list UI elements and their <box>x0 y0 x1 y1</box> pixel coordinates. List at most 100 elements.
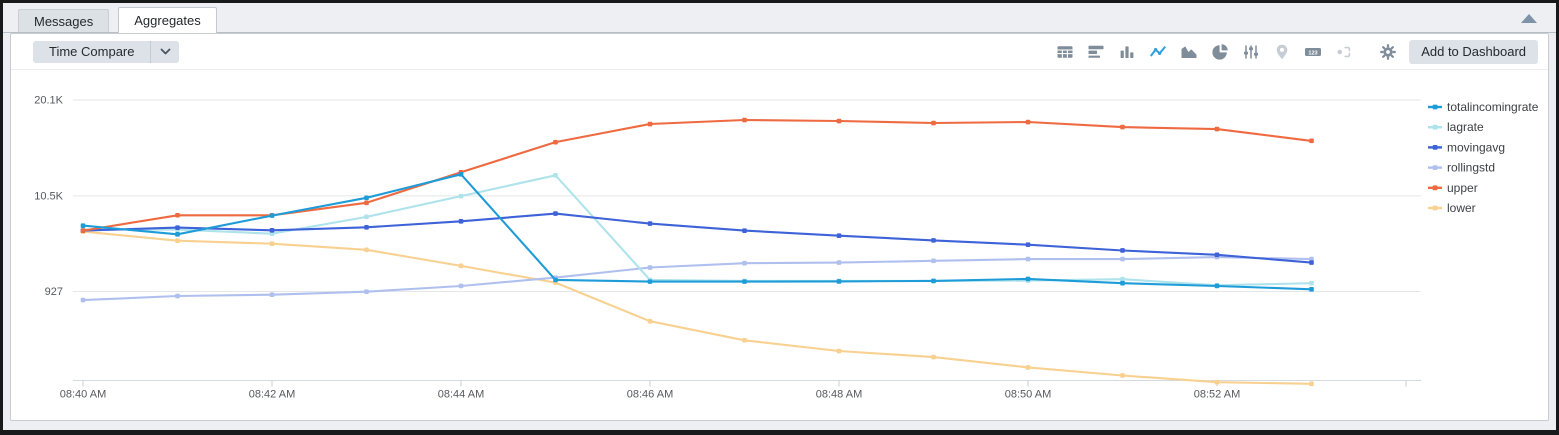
area-chart-icon[interactable] <box>1180 43 1198 61</box>
sliders-icon[interactable] <box>1242 43 1260 61</box>
tab-strip: Messages Aggregates <box>3 3 1556 33</box>
data-point-totalincomingrate <box>836 279 842 284</box>
data-point-lagrate <box>364 214 369 220</box>
series-line-rollingstd <box>82 256 1312 302</box>
data-point-totalincomingrate <box>80 223 86 228</box>
data-point-totalincomingrate <box>364 195 369 201</box>
content-panel: Time Compare <box>10 33 1549 421</box>
legend-item-rollingstd[interactable]: rollingstd <box>1428 161 1495 175</box>
series-line-upper <box>82 118 1312 232</box>
data-point-rollingstd <box>742 260 747 266</box>
data-point-lagrate <box>458 193 464 199</box>
data-point-lagrate <box>1120 276 1125 282</box>
data-point-lagrate <box>1309 280 1314 286</box>
data-point-movingavg <box>647 221 653 226</box>
data-point-upper <box>1214 126 1220 132</box>
line-chart-icon[interactable] <box>1149 43 1167 61</box>
data-point-totalincomingrate <box>175 232 180 237</box>
column-chart-icon[interactable] <box>1118 43 1136 61</box>
data-point-totalincomingrate <box>458 172 464 177</box>
line-chart: 20.1K 10.5K 927 08:40 AM 08:42 AM 08:44 AM 08:… <box>34 95 1539 401</box>
data-point-lower <box>269 241 275 247</box>
data-point-upper <box>742 117 747 123</box>
data-point-lower <box>931 354 936 360</box>
legend-label: totalincomingrate <box>1447 100 1539 114</box>
data-point-rollingstd <box>175 293 180 299</box>
data-point-upper <box>553 139 558 145</box>
data-point-movingavg <box>553 211 558 216</box>
data-point-lower <box>458 263 464 269</box>
data-point-rollingstd <box>1025 256 1031 262</box>
data-point-totalincomingrate <box>1025 276 1031 282</box>
data-point-upper <box>364 200 369 206</box>
gear-icon[interactable] <box>1379 43 1397 61</box>
x-axis-label: 08:48 AM <box>816 389 862 401</box>
collapse-panel-icon[interactable] <box>1521 14 1537 23</box>
data-point-upper <box>1120 124 1125 130</box>
time-compare-dropdown[interactable]: Time Compare <box>33 40 180 63</box>
data-point-upper <box>1025 119 1031 125</box>
number-badge-icon[interactable]: 123 <box>1304 43 1322 61</box>
data-point-upper <box>1309 138 1314 144</box>
tab-aggregates[interactable]: Aggregates <box>118 7 217 33</box>
node-link-icon[interactable] <box>1335 43 1353 61</box>
data-point-upper <box>931 120 936 126</box>
data-point-movingavg <box>1025 242 1031 248</box>
data-point-rollingstd <box>647 265 653 270</box>
legend-swatch-dot <box>1432 205 1438 211</box>
data-point-movingavg <box>458 219 464 224</box>
data-point-lower <box>742 337 747 343</box>
legend-item-lower[interactable]: lower <box>1428 201 1476 215</box>
legend-swatch-dot <box>1432 145 1438 150</box>
x-axis-label: 08:50 AM <box>1005 389 1051 401</box>
data-point-rollingstd <box>931 258 936 264</box>
data-point-movingavg <box>1309 260 1314 265</box>
data-point-totalincomingrate <box>1120 280 1125 286</box>
y-axis-label: 20.1K <box>34 95 63 107</box>
data-point-rollingstd <box>269 292 275 298</box>
data-point-lagrate <box>553 173 558 178</box>
data-point-lower <box>1214 379 1220 385</box>
legend-item-movingavg[interactable]: movingavg <box>1428 140 1505 154</box>
series-line-lower <box>82 230 1312 385</box>
data-point-lower <box>647 318 653 324</box>
data-point-movingavg <box>742 228 747 233</box>
data-point-rollingstd <box>1120 256 1125 262</box>
x-axis-label: 08:42 AM <box>249 389 295 401</box>
legend-item-lagrate[interactable]: lagrate <box>1428 120 1484 134</box>
data-point-totalincomingrate <box>647 279 653 284</box>
data-point-movingavg <box>269 228 275 233</box>
legend-item-upper[interactable]: upper <box>1428 181 1478 195</box>
data-point-movingavg <box>1214 252 1220 258</box>
map-pin-icon[interactable] <box>1273 43 1291 61</box>
legend-label: lower <box>1447 201 1476 215</box>
data-point-lower <box>1120 373 1125 378</box>
data-point-totalincomingrate <box>553 277 558 283</box>
data-point-movingavg <box>836 233 842 238</box>
bar-chart-horizontal-icon[interactable] <box>1087 43 1105 61</box>
data-point-movingavg <box>1120 248 1125 253</box>
data-point-totalincomingrate <box>1214 283 1220 289</box>
data-point-totalincomingrate <box>269 213 275 218</box>
tab-messages[interactable]: Messages <box>18 9 110 32</box>
data-point-lower <box>364 247 369 253</box>
pie-chart-icon[interactable] <box>1211 43 1229 61</box>
chart-type-toolbar: 123 <box>1043 43 1397 61</box>
data-point-lower <box>1025 365 1031 370</box>
chevron-down-icon[interactable] <box>150 40 179 63</box>
data-point-rollingstd <box>364 289 369 295</box>
data-point-lower <box>175 238 180 243</box>
table-icon[interactable] <box>1056 43 1074 61</box>
legend-item-totalincomingrate[interactable]: totalincomingrate <box>1428 100 1539 114</box>
x-axis-label: 08:40 AM <box>60 389 106 401</box>
x-axis-label: 08:52 AM <box>1194 389 1240 401</box>
time-compare-label: Time Compare <box>49 44 135 59</box>
series-line-totalincomingrate <box>82 173 1312 291</box>
legend-label: lagrate <box>1447 120 1484 134</box>
tab-aggregates-label: Aggregates <box>134 13 201 28</box>
add-to-dashboard-button[interactable]: Add to Dashboard <box>1409 39 1538 64</box>
chart-area: 20.1K 10.5K 927 08:40 AM 08:42 AM 08:44 AM 08:… <box>11 70 1548 420</box>
legend-swatch-dot <box>1432 124 1438 130</box>
legend-swatch-dot <box>1432 185 1438 191</box>
data-point-totalincomingrate <box>931 278 936 284</box>
